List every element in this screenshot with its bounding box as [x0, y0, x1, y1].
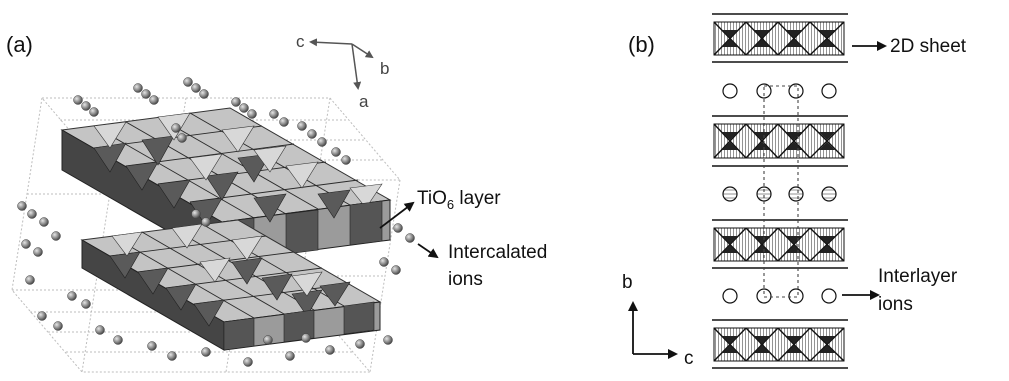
axis-a-arrow — [351, 43, 362, 90]
interlayer-ions-row-1 — [722, 83, 837, 99]
panel-b-axes: b c — [622, 272, 694, 369]
interlayer-ions-row-3 — [722, 288, 837, 304]
intercalated-annotation: Intercalated ions — [417, 242, 547, 290]
interlayer-ions-row-2 — [722, 186, 837, 202]
tio6-annotation: TiO6 layer — [379, 188, 501, 229]
axis-c-label: c — [296, 32, 305, 51]
sheet-3 — [712, 219, 848, 269]
panel-b: (b) — [622, 13, 967, 369]
panel-b-label: (b) — [628, 32, 655, 57]
intercalated-ions — [17, 77, 415, 367]
tio6-layer-lower — [80, 219, 382, 351]
sheet-annotation: 2D sheet — [852, 36, 967, 57]
interlayer-label-line1: Interlayer — [878, 266, 958, 287]
intercalated-label-line2: ions — [448, 269, 483, 290]
unit-cell-dashed — [763, 85, 799, 298]
panel-a: (a) c b a — [6, 32, 547, 373]
interlayer-annotation: Interlayer ions — [842, 266, 958, 315]
tio6-arrow — [379, 201, 415, 229]
axis-c-arrow — [309, 38, 353, 47]
sheet-label: 2D sheet — [890, 36, 967, 57]
axis-c-label-b: c — [684, 348, 694, 369]
tio6-layer-label: TiO6 layer — [417, 188, 501, 212]
sheet-2 — [712, 115, 848, 167]
axis-a-label: a — [359, 92, 369, 111]
axis-b-label-b: b — [622, 272, 633, 293]
axis-b-label: b — [380, 59, 389, 78]
panel-a-axes: c b a — [296, 32, 389, 111]
interlayer-label-line2: ions — [878, 294, 913, 315]
intercalated-arrow — [417, 243, 439, 259]
axis-b-arrow — [351, 43, 374, 59]
sheet-4 — [712, 319, 848, 369]
intercalated-label-line1: Intercalated — [448, 242, 547, 263]
sheet-1 — [712, 13, 848, 63]
panel-a-label: (a) — [6, 32, 33, 57]
